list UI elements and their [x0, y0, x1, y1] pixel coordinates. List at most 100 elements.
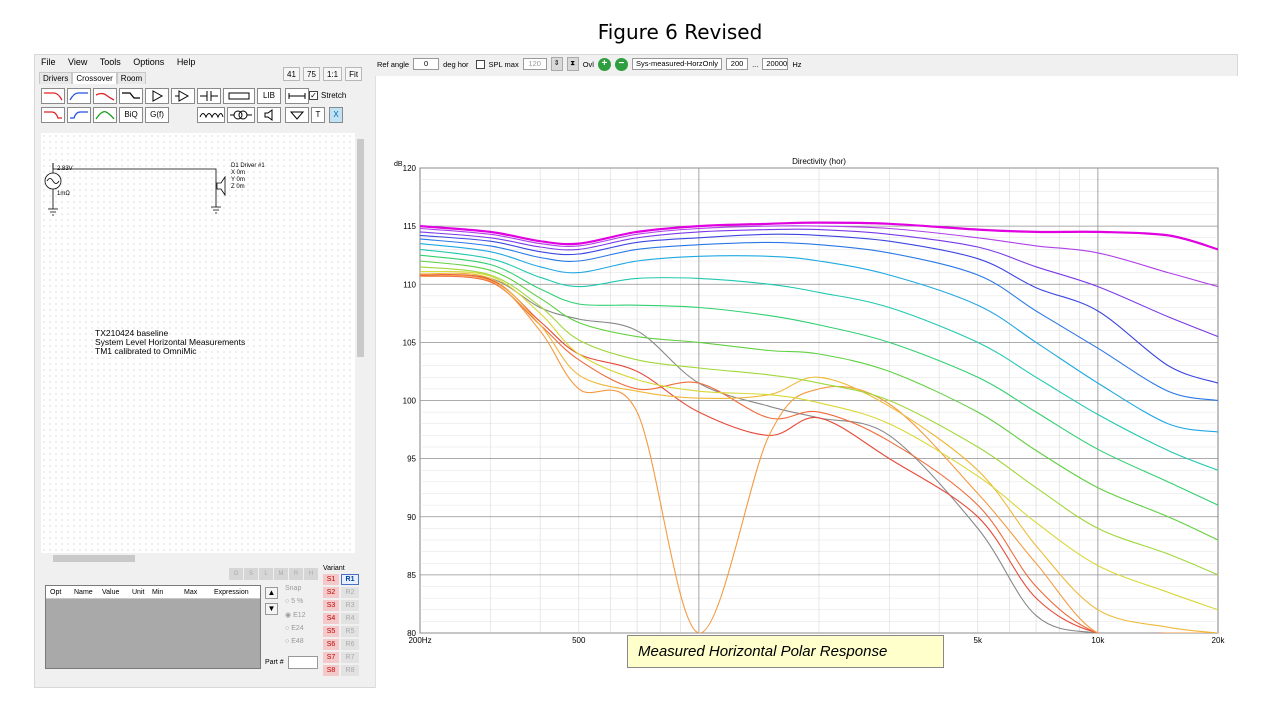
series-line[interactable] [420, 233, 1218, 384]
variant-s-button[interactable]: S3 [323, 600, 339, 611]
capacitor-icon[interactable] [197, 88, 221, 104]
highpass-blue-icon[interactable] [67, 88, 91, 104]
horizontal-scroll-thumb[interactable] [53, 555, 135, 562]
stretch-checkbox[interactable]: ✓ [309, 91, 318, 100]
lowpass-red-icon[interactable] [41, 88, 65, 104]
freq-to-input[interactable]: 20000 [762, 58, 789, 70]
m-button[interactable]: M [274, 568, 288, 580]
plot-area[interactable]: 80859095100105110115120200Hz5001k2k5k10k… [375, 76, 1239, 688]
wire-icon[interactable] [285, 88, 309, 104]
menu-tools[interactable]: Tools [99, 57, 121, 67]
series-line[interactable] [420, 238, 1218, 402]
zoom-75-button[interactable]: 75 [303, 67, 320, 81]
series-line[interactable] [420, 221, 1218, 251]
menu-help[interactable]: Help [176, 57, 196, 67]
directivity-chart[interactable]: 80859095100105110115120200Hz5001k2k5k10k… [376, 76, 1240, 688]
move-up-icon[interactable]: ▲ [265, 587, 278, 599]
bandpass-red-icon[interactable] [93, 88, 117, 104]
vertical-scroll-thumb[interactable] [357, 139, 364, 357]
series-line[interactable] [420, 270, 1218, 611]
freq-from-input[interactable]: 200 [726, 58, 749, 70]
series-line[interactable] [420, 248, 1218, 471]
series-line[interactable] [420, 260, 1218, 541]
tab-room[interactable]: Room [116, 72, 147, 84]
ref-angle-input[interactable]: 0 [413, 58, 440, 70]
variant-s-button[interactable]: S6 [323, 639, 339, 650]
snap-option-e24[interactable]: ○ E24 [285, 625, 304, 632]
transformer-icon[interactable] [227, 107, 255, 123]
resistor-icon[interactable] [223, 88, 255, 104]
tab-drivers[interactable]: Drivers [39, 72, 73, 84]
s-button[interactable]: S [244, 568, 258, 580]
l-button[interactable]: L [259, 568, 273, 580]
tab-crossover[interactable]: Crossover [72, 72, 117, 84]
series-line[interactable] [420, 272, 1218, 633]
spl-max-input[interactable]: 120 [522, 58, 547, 70]
variant-r-button[interactable]: R4 [341, 613, 359, 624]
variant-s-button[interactable]: S2 [323, 587, 339, 598]
x-button[interactable]: X [329, 107, 343, 123]
snap-option-e48[interactable]: ○ E48 [285, 638, 304, 645]
zoom-fit-button[interactable]: Fit [345, 67, 363, 81]
t-button[interactable]: T [311, 107, 325, 123]
series-line[interactable] [420, 266, 1218, 576]
variant-r-button[interactable]: R1 [341, 574, 359, 585]
variant-r-button[interactable]: R2 [341, 587, 359, 598]
notch-icon[interactable] [119, 88, 143, 104]
remove-icon[interactable]: − [614, 57, 628, 71]
gf-button[interactable]: G(f) [145, 107, 169, 123]
variant-s-button[interactable]: S8 [323, 665, 339, 676]
variant-s-button[interactable]: S1 [323, 574, 339, 585]
variant-r-button[interactable]: R8 [341, 665, 359, 676]
lib-button[interactable]: LIB [257, 88, 281, 104]
ground-icon[interactable] [285, 107, 309, 123]
dataset-select[interactable]: Sys-measured-HorzOnly [631, 58, 723, 70]
zoom-1to1-button[interactable]: 1:1 [323, 67, 343, 81]
lowpass-red-2-icon[interactable] [41, 107, 65, 123]
menu-file[interactable]: File [41, 57, 56, 67]
inductor-icon[interactable] [197, 107, 225, 123]
series-line[interactable] [420, 254, 1218, 506]
schematic-canvas[interactable]: 2.83V 1mΩ D1 Driver #1 X 0m Y 0m Z 0m TX… [41, 133, 361, 553]
parameter-table[interactable]: Opt Name Value Unit Min Max Expression [45, 585, 261, 669]
chart-title: Directivity (hor) [792, 157, 846, 166]
series-line[interactable] [420, 225, 1218, 288]
schematic-horizontal-scrollbar[interactable] [41, 553, 355, 563]
spl-max-checkbox[interactable] [475, 59, 485, 69]
buffer-icon[interactable] [145, 88, 169, 104]
speaker-icon[interactable] [257, 107, 281, 123]
bandpass-green-icon[interactable] [93, 107, 117, 123]
biq-button[interactable]: BiQ [119, 107, 143, 123]
h-button[interactable]: H [304, 568, 318, 580]
variant-r-button[interactable]: R5 [341, 626, 359, 637]
move-down-icon[interactable]: ▼ [265, 603, 278, 615]
spin-updown-icon[interactable]: ⇕ [550, 57, 563, 71]
series-line[interactable] [420, 274, 1218, 638]
variant-r-button[interactable]: R7 [341, 652, 359, 663]
menu-options[interactable]: Options [133, 57, 165, 67]
snap-option-5pct[interactable]: ○ 5 % [285, 598, 304, 605]
variant-s-button[interactable]: S7 [323, 652, 339, 663]
series-line[interactable] [420, 274, 1218, 636]
series-line[interactable] [420, 243, 1218, 433]
menu-view[interactable]: View [68, 57, 88, 67]
spin-expand-icon[interactable]: ⧗ [566, 57, 579, 71]
series-line[interactable] [420, 274, 1218, 634]
variant-r-button[interactable]: R3 [341, 600, 359, 611]
variant-r-button[interactable]: R6 [341, 639, 359, 650]
zoom-41-button[interactable]: 41 [283, 67, 300, 81]
variant-s-button[interactable]: S4 [323, 613, 339, 624]
y-tick-label: 80 [407, 629, 416, 638]
stretch-toggle[interactable]: ✓ Stretch [309, 91, 346, 100]
o-button[interactable]: O [229, 568, 243, 580]
part-number-input[interactable] [287, 656, 318, 669]
variant-s-button[interactable]: S5 [323, 626, 339, 637]
highpass-blue-2-icon[interactable] [67, 107, 91, 123]
source-voltage-label: 2.83V [57, 166, 73, 172]
snap-option-e12[interactable]: ◉ E12 [285, 612, 306, 619]
series-line[interactable] [420, 228, 1218, 338]
add-icon[interactable]: + [597, 57, 611, 71]
amp-icon[interactable] [171, 88, 195, 104]
series-line[interactable] [420, 275, 1218, 636]
r-button[interactable]: R [289, 568, 303, 580]
